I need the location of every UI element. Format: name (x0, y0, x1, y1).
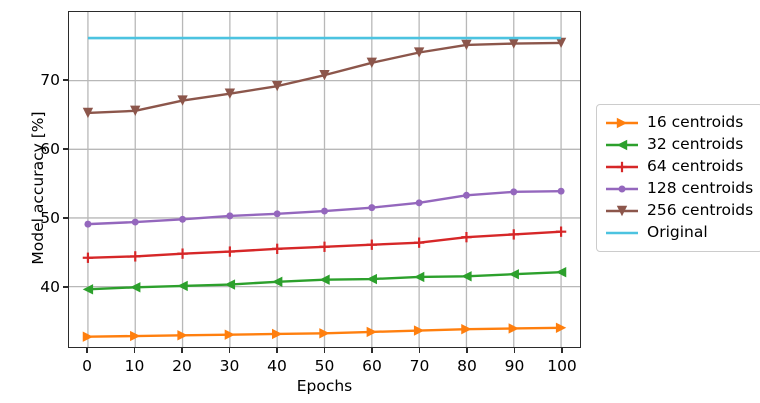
x-tick-mark (86, 348, 88, 353)
legend-label: 256 centroids (647, 201, 754, 220)
legend-label: 64 centroids (647, 157, 744, 176)
x-tick-label: 20 (172, 357, 192, 375)
legend-label: 32 centroids (647, 135, 744, 154)
legend-swatch-icon (605, 222, 639, 244)
x-tick-label: 70 (409, 357, 430, 375)
legend-swatch-icon (605, 134, 639, 156)
x-tick-label: 80 (457, 357, 477, 375)
x-tick-label: 100 (547, 357, 577, 375)
plot-area (68, 11, 581, 348)
x-tick-mark (228, 348, 231, 353)
y-tick-mark (63, 217, 68, 219)
x-tick-label: 40 (267, 357, 287, 375)
x-tick-mark (181, 348, 183, 353)
x-tick-mark (466, 348, 468, 353)
chart-legend: 16 centroids 32 centroids 64 centroids 128 … (596, 104, 760, 252)
legend-swatch-icon (605, 200, 639, 222)
legend-label: Original (647, 223, 708, 242)
legend-item-64-centroids: 64 centroids (605, 156, 753, 178)
legend-swatch-icon (605, 112, 639, 134)
legend-item-256-centroids: 256 centroids (605, 200, 753, 222)
legend-item-16-centroids: 16 centroids (605, 112, 753, 134)
series-lines (82, 36, 567, 342)
x-tick-mark (276, 348, 278, 353)
y-tick-label: 60 (40, 140, 60, 159)
legend-item-original: Original (605, 222, 753, 244)
y-tick-label: 70 (40, 71, 60, 90)
x-tick-label: 30 (219, 357, 240, 375)
x-tick-mark (371, 348, 373, 353)
y-tick-mark (63, 148, 68, 150)
x-tick-mark (513, 348, 516, 353)
x-tick-label: 60 (362, 357, 382, 375)
legend-item-128-centroids: 128 centroids (605, 178, 753, 200)
legend-item-32-centroids: 32 centroids (605, 134, 753, 156)
y-tick-mark (63, 79, 68, 81)
y-tick-label: 50 (40, 209, 60, 228)
x-tick-mark (561, 348, 563, 353)
x-tick-mark (418, 348, 421, 353)
x-tick-label: 90 (504, 357, 525, 375)
x-tick-mark (133, 348, 136, 353)
legend-swatch-icon (605, 178, 639, 200)
x-tick-label: 10 (124, 357, 145, 375)
legend-label: 16 centroids (647, 113, 744, 132)
y-tick-label: 40 (40, 278, 60, 297)
y-tick-mark (63, 286, 68, 289)
x-axis-title: Epochs (296, 377, 353, 395)
x-tick-mark (323, 348, 326, 353)
x-tick-label: 50 (314, 357, 335, 375)
x-tick-label: 0 (82, 357, 92, 375)
legend-swatch-icon (605, 156, 639, 178)
legend-label: 128 centroids (647, 179, 754, 198)
